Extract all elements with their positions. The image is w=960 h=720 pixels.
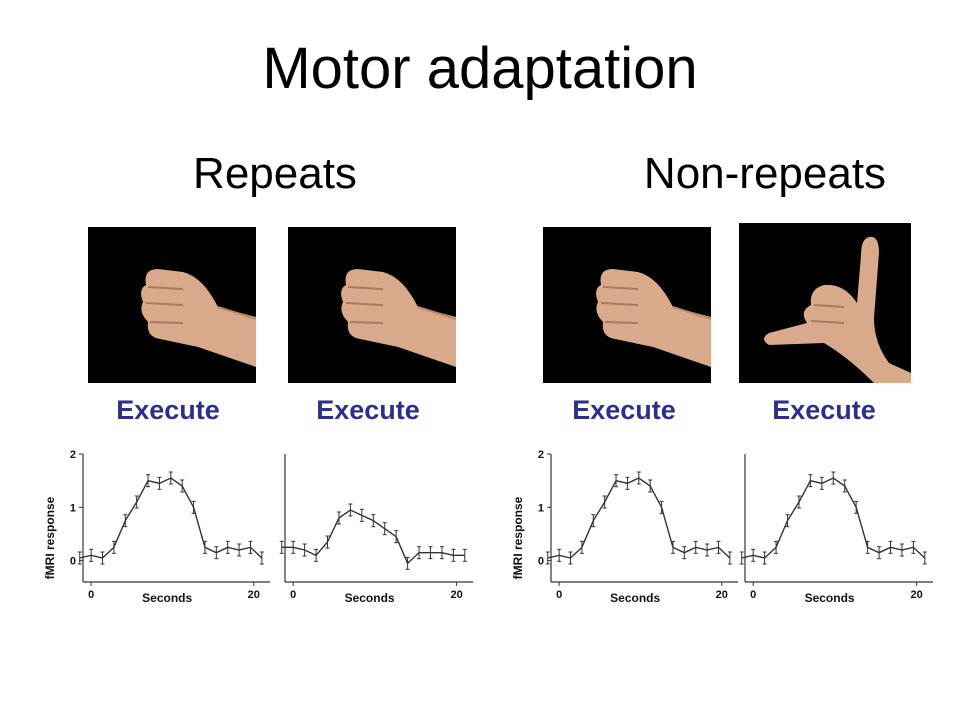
series-line (79, 477, 263, 559)
x-tick-label: 20 (248, 589, 260, 601)
response-chart-svg: 0 20 Seconds (279, 454, 473, 605)
execute-label-4: Execute (772, 395, 876, 425)
slide-title: Motor adaptation (262, 36, 698, 101)
fist-hand-icon (341, 269, 456, 367)
x-tick-label: 0 (290, 589, 296, 601)
series-line (741, 477, 926, 559)
x-axis-label: Seconds (610, 591, 660, 605)
y-tick-label: 2 (70, 449, 76, 461)
x-tick-label: 0 (88, 589, 94, 601)
x-axis-label: Seconds (345, 591, 395, 605)
chart-repeats-second: 0 20 Seconds (278, 444, 478, 614)
fist-hand-icon (596, 269, 711, 367)
repeats-heading: Repeats (193, 149, 357, 198)
x-tick-label: 20 (716, 589, 728, 601)
fist-photo-2 (288, 227, 456, 383)
x-tick-label: 0 (750, 589, 756, 601)
fist-photo-1 (88, 227, 256, 383)
y-tick-label: 0 (70, 556, 76, 568)
execute-label-3: Execute (572, 395, 676, 425)
y-tick-label: 1 (70, 502, 76, 514)
fist-hand-icon (141, 269, 256, 367)
execute-label-2: Execute (316, 395, 420, 425)
chart-nonrepeats-first: 0 1 2 0 20 Seconds fMRI response (508, 444, 743, 614)
non-repeats-heading: Non-repeats (643, 149, 887, 198)
chart-nonrepeats-second: 0 20 Seconds (738, 444, 938, 614)
y-axis-label: fMRI response (511, 496, 525, 579)
x-axis-label: Seconds (805, 591, 855, 605)
x-tick-label: 20 (911, 589, 923, 601)
x-tick-label: 20 (451, 589, 463, 601)
x-axis-label: Seconds (142, 591, 192, 605)
shaka-photo (739, 223, 911, 383)
response-chart-svg: 0 20 Seconds (739, 454, 933, 605)
fist-photo-3 (543, 227, 711, 383)
chart-repeats-first: 0 1 2 0 20 Seconds fMRI response (40, 444, 275, 614)
y-axis-label: fMRI response (43, 496, 57, 579)
y-tick-label: 0 (538, 556, 544, 568)
shaka-hand-icon (764, 236, 911, 383)
y-tick-label: 2 (538, 449, 544, 461)
x-tick-label: 0 (556, 589, 562, 601)
series-line (547, 477, 731, 559)
execute-label-1: Execute (116, 395, 220, 425)
y-tick-label: 1 (538, 502, 544, 514)
